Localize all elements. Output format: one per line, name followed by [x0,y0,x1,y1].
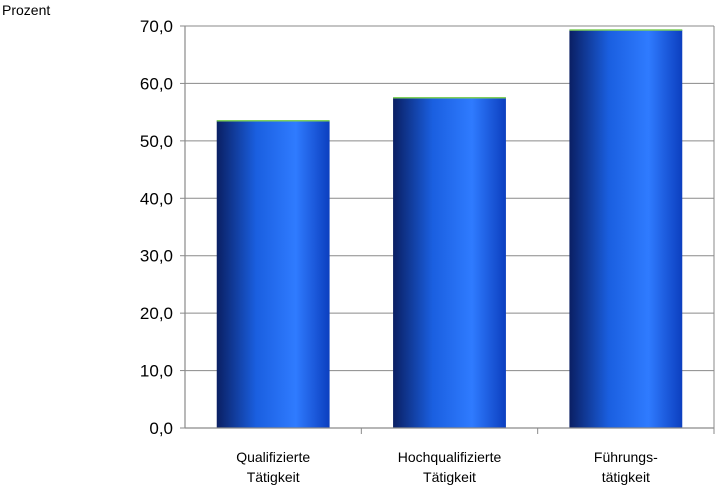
bar [216,120,330,428]
y-tick-label: 60,0 [140,74,173,93]
y-tick-label: 10,0 [140,362,173,381]
x-tick-label: Tätigkeit [247,469,300,485]
y-tick-label: 40,0 [140,189,173,208]
axes [180,25,715,434]
x-tick-label: Führungs- [594,449,658,465]
x-tick-labels: Qualifizierte Tätigkeit Hochqualifizierte T… [236,449,658,485]
x-tick-label: Qualifizierte [236,449,310,465]
x-tick-label: tätigkeit [602,469,650,485]
y-tick-label: 50,0 [140,132,173,151]
y-tick-label: 70,0 [140,17,173,36]
x-tick-label: Tätigkeit [423,469,476,485]
y-axis-unit-label: Prozent [2,2,50,18]
bar [569,30,683,429]
y-tick-label: 20,0 [140,304,173,323]
y-tick-label: 0,0 [149,419,173,438]
y-tick-labels: 0,0 10,0 20,0 30,0 40,0 50,0 60,0 70,0 [140,17,173,438]
x-tick-label: Hochqualifizierte [398,449,502,465]
y-tick-label: 30,0 [140,247,173,266]
bars [216,29,683,429]
bar [393,97,506,429]
